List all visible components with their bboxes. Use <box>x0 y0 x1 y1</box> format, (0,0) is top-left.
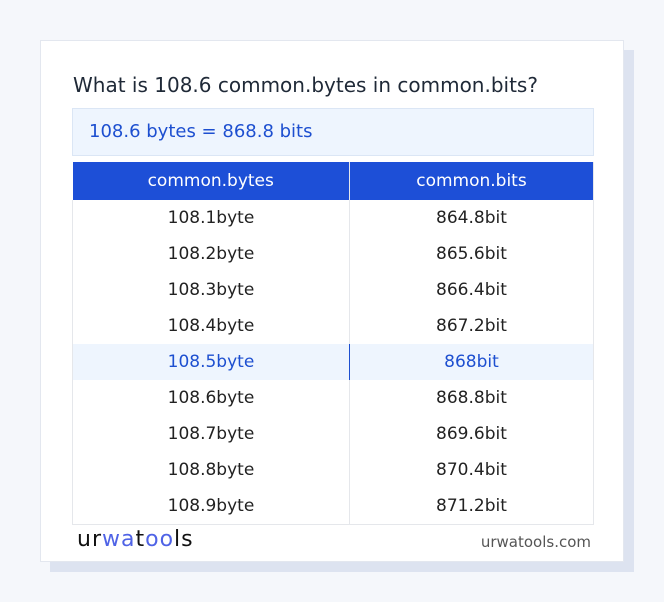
result-box: 108.6 bytes = 868.8 bits <box>72 108 594 156</box>
table-cell: 108.8byte <box>72 452 350 488</box>
table-row: 108.8byte 870.4bit <box>72 452 595 488</box>
table-cell: 864.8bit <box>348 200 595 236</box>
table-row: 108.9byte 871.2bit <box>72 488 595 525</box>
table-cell: 108.5byte <box>72 344 350 380</box>
table-cell: 870.4bit <box>348 452 595 488</box>
column-header: common.bytes <box>72 162 350 200</box>
table-cell: 867.2bit <box>348 308 595 344</box>
table-row: 108.5byte 868bit <box>72 344 595 380</box>
table-row: 108.2byte 865.6bit <box>72 236 595 272</box>
table-cell: 108.6byte <box>72 380 350 416</box>
table-row: 108.4byte 867.2bit <box>72 308 595 344</box>
column-header: common.bits <box>349 162 595 200</box>
urwatools-logo: urwatools <box>77 527 194 552</box>
page-title: What is 108.6 common.bytes in common.bit… <box>73 73 538 97</box>
table-cell: 865.6bit <box>348 236 595 272</box>
table-cell: 871.2bit <box>348 488 595 525</box>
table-cell: 108.3byte <box>72 272 350 308</box>
conversion-table: common.bytes common.bits 108.1byte 864.8bi… <box>72 162 595 525</box>
table-cell: 866.4bit <box>348 272 595 308</box>
table-cell: 868.8bit <box>348 380 595 416</box>
table-row: 108.1byte 864.8bit <box>72 200 595 236</box>
converter-card: What is 108.6 common.bytes in common.bit… <box>40 40 624 562</box>
site-url[interactable]: urwatools.com <box>480 533 591 551</box>
table-cell: 108.2byte <box>72 236 350 272</box>
table-cell: 108.4byte <box>72 308 350 344</box>
table-cell: 108.1byte <box>72 200 350 236</box>
table-cell: 869.6bit <box>348 416 595 452</box>
table-row: 108.7byte 869.6bit <box>72 416 595 452</box>
table-cell: 868bit <box>348 344 595 380</box>
table-cell: 108.7byte <box>72 416 350 452</box>
table-cell: 108.9byte <box>72 488 350 525</box>
table-row: 108.6byte 868.8bit <box>72 380 595 416</box>
table-row: 108.3byte 866.4bit <box>72 272 595 308</box>
